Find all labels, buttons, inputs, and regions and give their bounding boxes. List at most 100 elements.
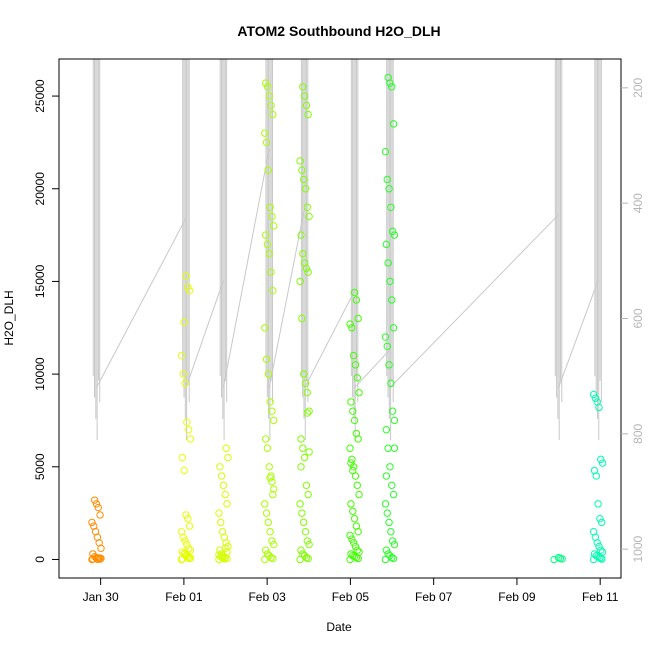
data-point [346,531,354,540]
data-point [589,527,598,536]
data-point [304,268,312,276]
x-tick-label: Feb 01 [165,590,203,604]
data-point [266,527,274,536]
data-point [355,490,363,499]
chart-title: ATOM2 Southbound H2O_DLH [237,23,440,39]
data-point [598,459,607,467]
data-point [353,546,361,554]
data-point [385,185,393,193]
data-point [305,448,313,456]
data-point [215,509,223,517]
data-point [305,212,313,221]
data-point [181,537,189,545]
data-point [269,490,277,499]
data-point [180,318,188,326]
data-point [388,83,396,91]
data-point [89,550,97,558]
data-point [185,522,194,530]
data-point [262,138,271,147]
data-point [299,83,307,91]
data-point [299,444,307,452]
x-tick-label: Feb 03 [248,590,286,604]
data-point [597,546,605,554]
data-point [383,175,391,184]
data-point [297,231,305,239]
altitude-transit [185,280,224,388]
data-point [305,540,313,549]
data-point [262,355,271,363]
data-point [184,283,192,291]
data-point [347,550,355,558]
data-point [183,540,191,549]
y-tick-label: 5000 [33,453,47,480]
data-point [186,435,195,443]
data-point [265,463,273,471]
data-point [263,444,272,452]
data-point [300,370,308,378]
y2-tick-label: 1000 [631,535,645,562]
data-point [384,259,392,267]
data-point [355,388,363,397]
data-point [217,472,226,480]
data-point [350,288,359,297]
data-point [298,314,306,323]
data-point [350,514,359,523]
data-point [388,537,397,545]
data-point [351,542,360,551]
data-point [346,320,354,328]
data-point [297,435,305,443]
data-point [385,361,393,369]
data-point [181,549,189,557]
data-point [348,455,356,464]
x-axis: Jan 30 Feb 01 Feb 03 Feb 05 Feb 07 Feb 09 Feb … [83,577,619,604]
data-point [349,407,357,415]
data-point [261,129,269,137]
data-point [297,463,305,471]
altitude-track [92,59,602,441]
data-point [389,490,398,499]
data-point [554,553,563,562]
data-point [218,527,227,536]
data-point [182,511,190,519]
data-point [589,390,598,399]
data-point [390,540,399,549]
data-point [262,509,271,517]
data-point [185,286,194,295]
data-point [597,455,605,464]
data-point [269,286,277,295]
data-point [183,551,191,559]
data-point [383,509,391,517]
data-point [300,453,309,462]
data-point [382,426,391,434]
y2-tick-label: 600 [631,308,645,328]
data-point [590,550,599,558]
data-point [270,540,278,549]
data-point [347,459,355,467]
data-point [178,555,187,563]
data-point [386,277,394,286]
data-point [351,361,360,369]
data-point [388,296,396,304]
data-point [299,249,307,258]
data-point [353,481,361,490]
data-point [269,110,277,119]
data-point [598,555,606,563]
altitude-transit [96,217,187,388]
data-point [355,548,363,556]
y-tick-label: 15000 [33,264,47,298]
y2-axis: 200 400 600 800 1000 [621,78,645,563]
data-point [349,507,357,515]
data-point [348,324,356,332]
data-point [381,333,390,341]
data-point [266,203,274,211]
data-point [224,453,232,462]
data-point [591,394,600,402]
data-point [221,544,229,553]
altitude-transit [354,349,391,389]
data-point [266,474,274,482]
data-point [267,101,275,110]
data-point [349,552,357,560]
data-point [179,370,187,378]
data-point [594,500,602,508]
